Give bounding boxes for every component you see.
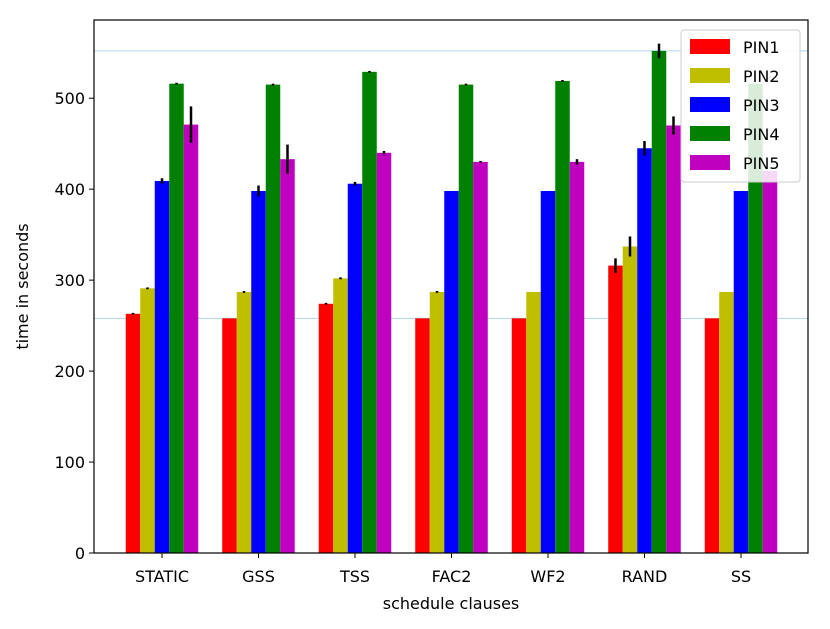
legend-label-pin3: PIN3 [743,96,780,115]
bar-pin5-tss [376,152,392,553]
bar-pin4-static [169,83,184,553]
bar-pin3-static [154,180,170,554]
legend-swatch-pin4 [690,126,730,141]
bar-pin1-ss [704,318,720,553]
legend-swatch-pin3 [690,97,730,112]
x-axis: STATIC GSS TSS FAC2 WF2 RAND SS [135,553,751,586]
legend-swatch-pin2 [690,68,730,83]
bar-pin5-rand [666,125,681,553]
legend-swatch-pin1 [690,39,730,54]
bar-pin2-wf2 [526,291,541,553]
x-tick-label: SS [731,567,751,586]
y-axis: 0 100 200 300 400 500 [54,89,94,563]
bar-pin2-rand [622,246,638,553]
y-tick-label: 100 [54,453,85,472]
x-tick-label: GSS [242,567,275,586]
bar-pin1-wf2 [511,318,527,553]
bar-pin2-gss [236,291,252,553]
x-tick-label: WF2 [530,567,565,586]
x-tick-label: RAND [622,567,668,586]
x-tick-label: STATIC [135,567,189,586]
x-axis-label: schedule clauses [383,594,520,613]
bar-pin3-fac2 [444,190,459,553]
error-bars [131,43,675,315]
y-tick-label: 0 [75,544,85,563]
bar-pin2-static [140,288,155,553]
x-tick-label: TSS [339,567,370,586]
bar-pin4-fac2 [458,84,474,554]
legend: PIN1 PIN2 PIN3 PIN4 PIN5 [680,29,801,183]
bar-pin1-fac2 [415,318,430,553]
bar-pin4-rand [651,50,667,553]
bar-pin1-gss [222,318,237,553]
bar-pin5-ss [762,170,778,554]
y-tick-label: 400 [54,180,85,199]
bar-pin4-gss [265,84,281,554]
bar-pin1-rand [608,265,623,553]
bar-pin1-static [125,313,141,553]
bar-pin2-tss [333,278,348,553]
y-axis-label: time in seconds [13,223,32,349]
legend-label-pin2: PIN2 [743,67,780,86]
bar-pin4-wf2 [555,80,570,553]
y-tick-label: 300 [54,271,85,290]
bar-pin5-wf2 [569,161,585,553]
bar-pin3-ss [733,190,749,553]
bar-pin2-fac2 [429,291,445,553]
legend-label-pin1: PIN1 [743,38,780,57]
y-tick-label: 500 [54,89,85,108]
legend-label-pin5: PIN5 [743,154,780,173]
bar-pin4-tss [362,71,377,553]
bar-pin3-tss [347,183,363,553]
bar-pin1-tss [318,303,334,553]
bar-pin2-ss [719,291,734,553]
x-tick-label: FAC2 [432,567,472,586]
bars [125,50,778,554]
bar-pin4-ss [748,83,763,553]
bar-pin3-rand [637,148,652,553]
bar-pin5-gss [280,159,295,553]
legend-label-pin4: PIN4 [743,125,780,144]
bar-pin5-static [183,124,199,554]
bar-pin3-gss [251,190,266,553]
legend-swatch-pin5 [690,155,730,170]
y-tick-label: 200 [54,362,85,381]
bar-pin5-fac2 [473,161,488,553]
bar-pin3-wf2 [540,190,556,553]
